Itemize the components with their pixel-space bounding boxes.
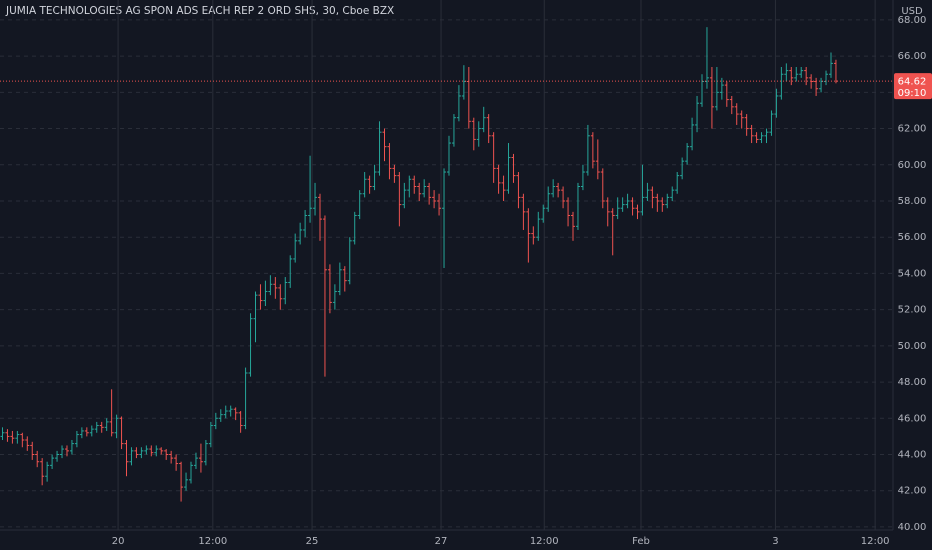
last-price-label: 64.62 bbox=[898, 77, 927, 88]
y-tick-label: 42.00 bbox=[898, 486, 927, 497]
y-tick-label: 58.00 bbox=[898, 196, 927, 207]
x-tick-label: 12:00 bbox=[198, 536, 227, 547]
x-tick-label: 27 bbox=[435, 536, 448, 547]
y-tick-label: 40.00 bbox=[898, 522, 927, 533]
x-tick-label: 3 bbox=[772, 536, 778, 547]
x-tick-label: 12:00 bbox=[530, 536, 559, 547]
y-tick-label: 56.00 bbox=[898, 232, 927, 243]
bars bbox=[0, 27, 838, 502]
y-tick-label: 48.00 bbox=[898, 377, 927, 388]
y-tick-label: 62.00 bbox=[898, 124, 927, 135]
grid bbox=[0, 0, 893, 530]
y-tick-label: 52.00 bbox=[898, 305, 927, 316]
countdown-label: 09:10 bbox=[898, 88, 927, 99]
y-tick-label: 46.00 bbox=[898, 413, 927, 424]
x-tick-label: 12:00 bbox=[861, 536, 890, 547]
chart-title: JUMIA TECHNOLOGIES AG SPON ADS EACH REP … bbox=[5, 5, 394, 17]
y-tick-label: 68.00 bbox=[898, 15, 927, 26]
x-tick-label: 25 bbox=[306, 536, 319, 547]
y-tick-label: 60.00 bbox=[898, 160, 927, 171]
y-tick-label: 50.00 bbox=[898, 341, 927, 352]
last-price-box bbox=[894, 73, 932, 100]
x-tick-label: 20 bbox=[112, 536, 125, 547]
y-tick-label: 54.00 bbox=[898, 268, 927, 279]
currency-label: USD bbox=[901, 6, 923, 17]
x-tick-label: Feb bbox=[632, 536, 650, 547]
y-tick-label: 44.00 bbox=[898, 449, 927, 460]
y-tick-label: 66.00 bbox=[898, 51, 927, 62]
